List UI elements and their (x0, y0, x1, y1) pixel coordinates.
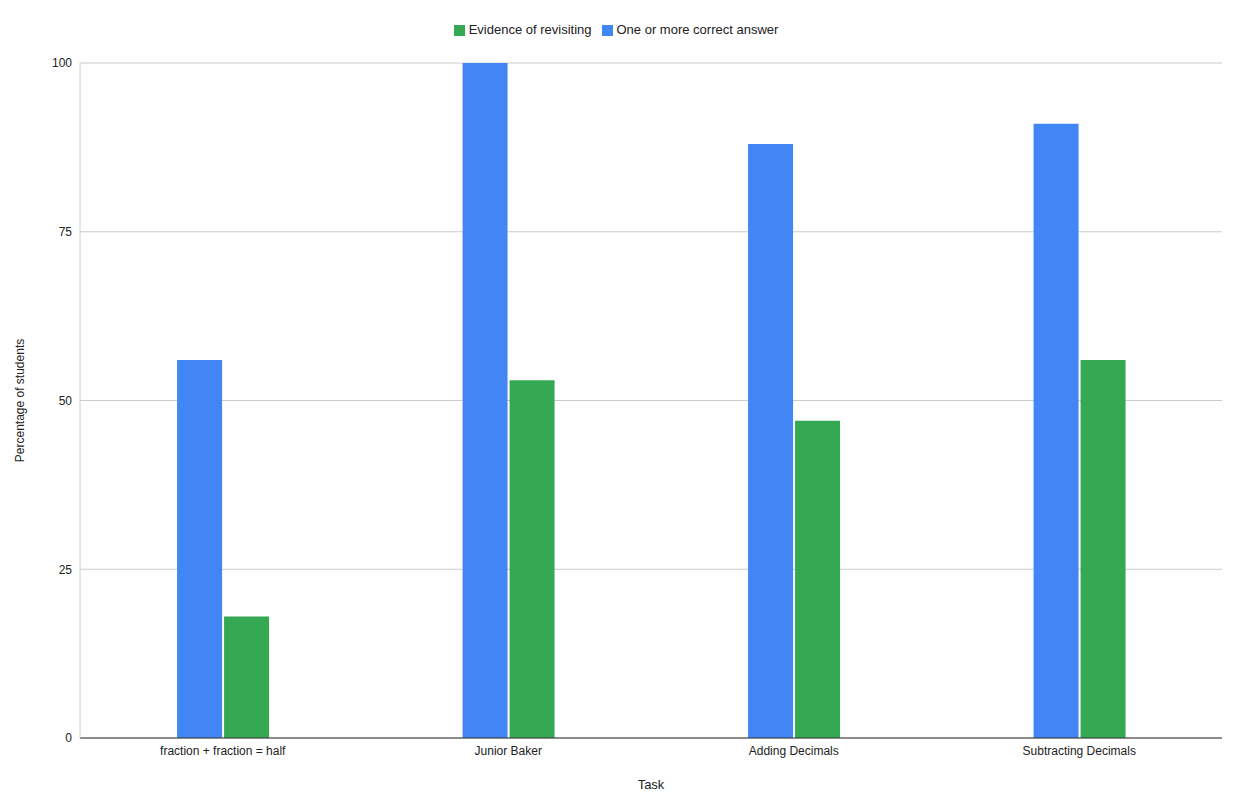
svg-text:25: 25 (59, 563, 73, 577)
html-text:Evidence of revisiting: Evidence of revisiting (468, 22, 592, 37)
svg-text:Junior Baker: Junior Baker (475, 744, 542, 758)
svg-text:100: 100 (52, 56, 72, 70)
html-text:One or more correct answer: One or more correct answer (616, 22, 779, 37)
svg-text:Task: Task (638, 777, 665, 792)
svg-text:Percentage of students: Percentage of students (13, 339, 27, 462)
svg-text:0: 0 (65, 731, 72, 745)
svg-text:Adding Decimals: Adding Decimals (749, 744, 839, 758)
svg-text:Subtracting Decimals: Subtracting Decimals (1023, 744, 1136, 758)
svg-text:75: 75 (59, 225, 73, 239)
svg-text:fraction + fraction = half: fraction + fraction = half (160, 744, 286, 758)
svg-text:50: 50 (59, 394, 73, 408)
